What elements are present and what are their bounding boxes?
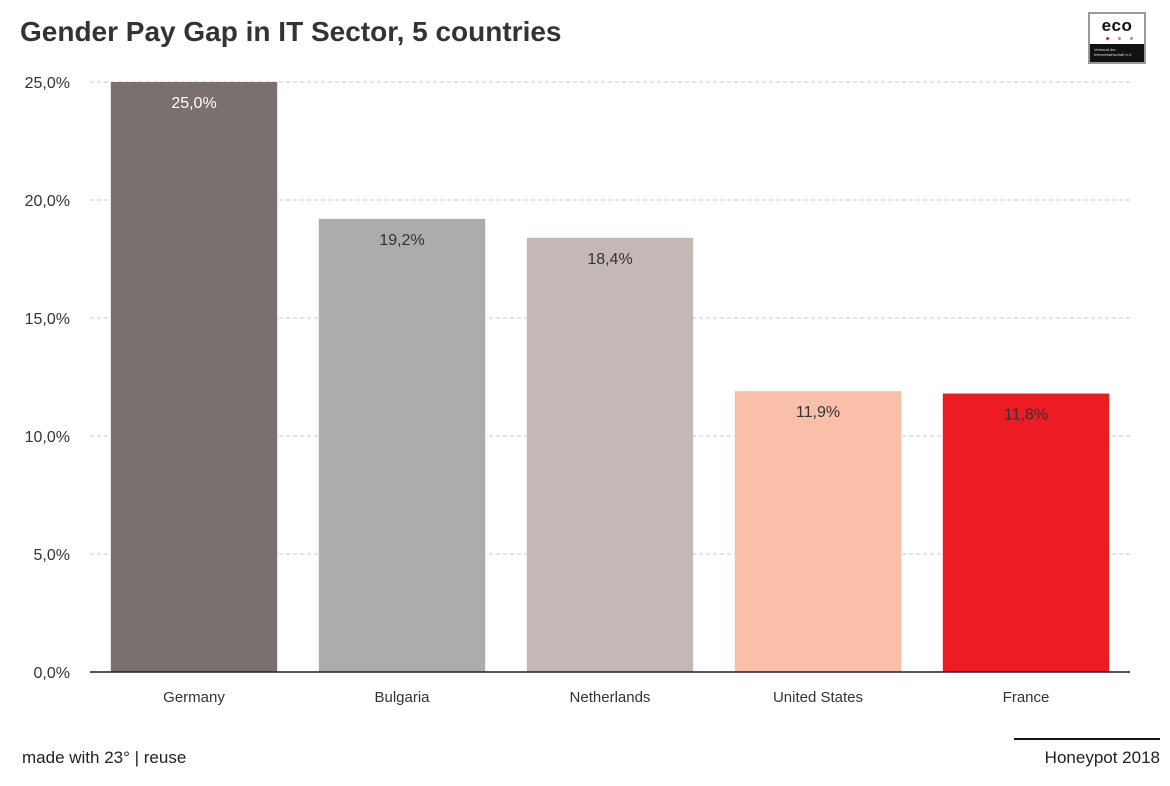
logo-dot (1106, 37, 1109, 40)
bar (734, 391, 902, 672)
y-tick-label: 10,0% (25, 429, 70, 446)
logo-band: Verband der Internetwirtschaft e.V. (1090, 44, 1144, 62)
bar (942, 393, 1110, 672)
bar (318, 218, 486, 672)
x-tick-label: Netherlands (570, 689, 651, 706)
logo-tagline: Verband der (1094, 47, 1116, 52)
data-label: 19,2% (379, 232, 424, 249)
bar (526, 237, 694, 672)
y-tick-label: 5,0% (34, 547, 70, 564)
y-tick-label: 0,0% (34, 665, 70, 682)
logo-dots (1106, 37, 1134, 41)
x-tick-label: United States (773, 689, 863, 706)
data-label: 11,8% (1004, 407, 1048, 424)
logo-dot (1130, 37, 1133, 40)
x-tick-label: Bulgaria (374, 689, 430, 706)
logo-dot (1118, 37, 1121, 40)
x-tick-label: France (1003, 689, 1050, 706)
y-tick-label: 25,0% (25, 75, 70, 92)
x-tick-label: Germany (163, 689, 225, 706)
logo-tagline: Internetwirtschaft e.V. (1094, 52, 1133, 57)
y-tick-label: 15,0% (25, 311, 70, 328)
logo-text: eco (1101, 16, 1133, 35)
credit-text[interactable]: made with 23° | reuse (22, 748, 187, 767)
chart-title: Gender Pay Gap in IT Sector, 5 countries (20, 16, 562, 47)
data-label: 11,9% (796, 404, 840, 421)
bar (110, 82, 278, 672)
source-text: Honeypot 2018 (1014, 738, 1160, 768)
data-label: 18,4% (587, 251, 632, 268)
data-label: 25,0% (171, 95, 216, 112)
y-tick-label: 20,0% (25, 193, 70, 210)
eco-logo: eco Verband der Internetwirtschaft e.V. (1088, 12, 1146, 64)
